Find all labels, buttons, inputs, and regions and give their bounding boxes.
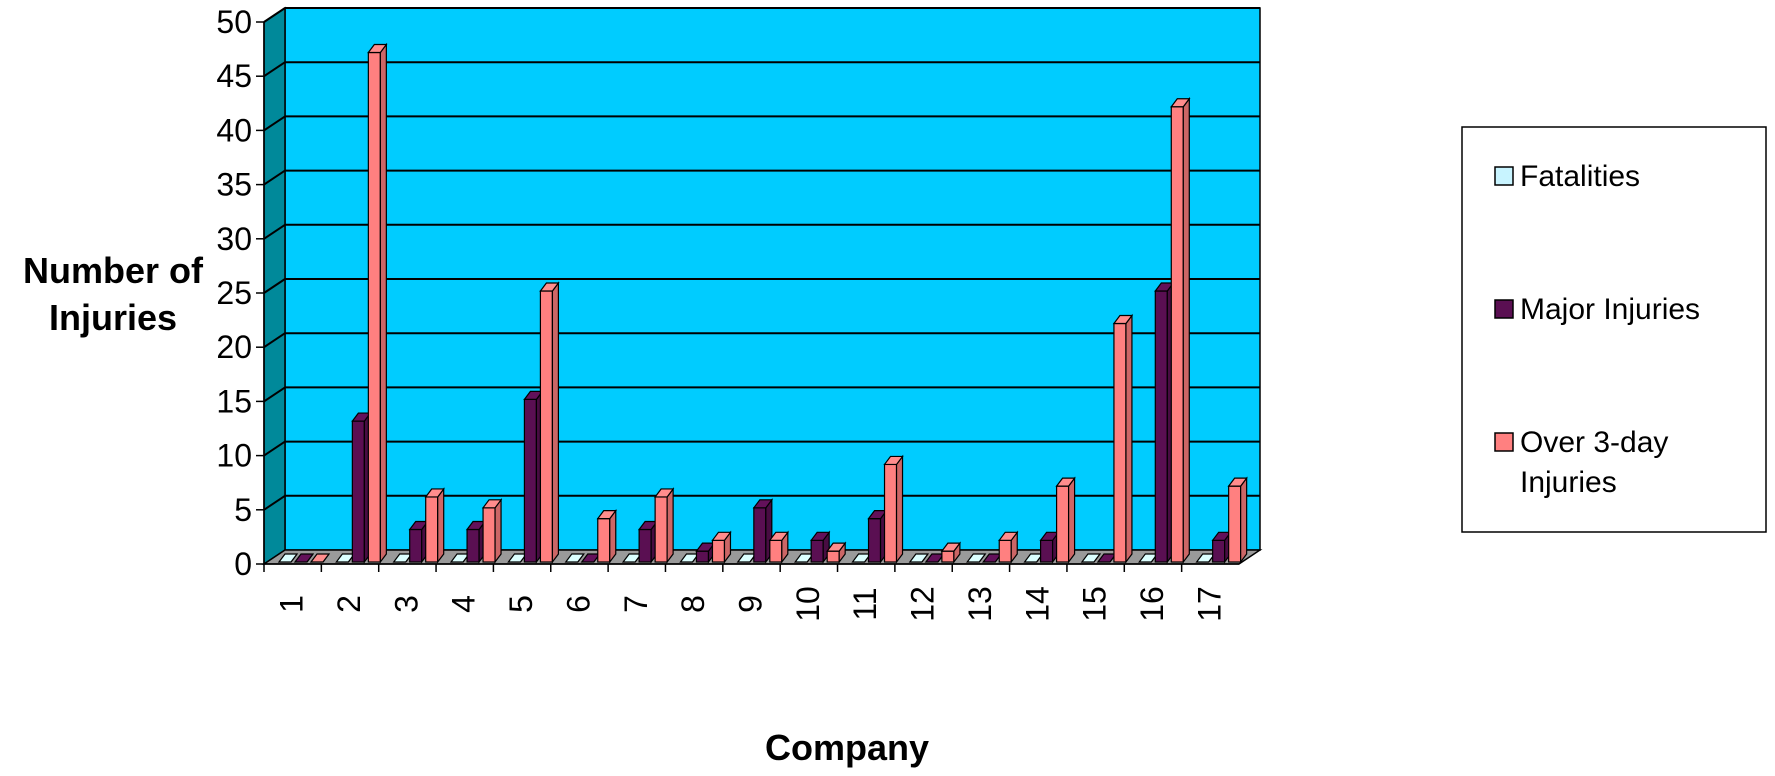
- x-tick-label-3: 3: [388, 595, 424, 613]
- x-tick-label-12: 12: [905, 586, 941, 622]
- bar-over-3-day-injuries-15: [1114, 316, 1132, 562]
- x-tick-label-16: 16: [1134, 586, 1170, 622]
- y-tick-label-15: 15: [216, 383, 252, 419]
- legend-swatch-over-3-day-injuries: [1495, 433, 1513, 451]
- x-tick-label-17: 17: [1191, 586, 1227, 622]
- y-tick-label-50: 50: [216, 4, 252, 40]
- x-tick-label-13: 13: [962, 586, 998, 622]
- bar-over-3-day-injuries-4: [483, 500, 501, 562]
- x-tick-label-11: 11: [847, 587, 883, 620]
- legend-label-over-3-day-injuries-line-2: Injuries: [1520, 466, 1617, 499]
- bar-over-3-day-injuries-7: [655, 489, 673, 562]
- x-tick-label-4: 4: [446, 595, 482, 613]
- y-axis-title-line-2: Injuries: [49, 297, 177, 338]
- x-tick-label-2: 2: [331, 595, 367, 613]
- y-axis-title-line-1: Number of: [23, 250, 204, 291]
- bar-over-3-day-injuries-17: [1229, 478, 1247, 562]
- x-axis-ticks: 1 2 3 4 5 6 7 8 9 10 11 12 13 14 15 16 17: [264, 564, 1239, 622]
- x-tick-label-10: 10: [790, 586, 826, 622]
- plot-walls: [264, 8, 1260, 564]
- bar-major-injuries-17: [1213, 532, 1231, 562]
- bar-over-3-day-injuries-3: [426, 489, 444, 562]
- legend-swatch-fatalities: [1495, 167, 1513, 185]
- x-tick-label-9: 9: [733, 595, 769, 613]
- legend-label-major-injuries: Major Injuries: [1520, 293, 1700, 326]
- y-tick-label-20: 20: [216, 329, 252, 365]
- y-tick-label-5: 5: [234, 492, 252, 528]
- bar-major-injuries-4: [467, 521, 485, 562]
- bar-major-injuries-11: [869, 511, 887, 562]
- bar-over-3-day-injuries-11: [885, 456, 903, 562]
- x-tick-label-14: 14: [1019, 586, 1055, 622]
- x-tick-label-7: 7: [618, 595, 654, 613]
- x-axis-title: Company: [765, 727, 929, 768]
- bar-over-3-day-injuries-8: [712, 532, 730, 562]
- x-tick-label-8: 8: [675, 595, 711, 613]
- bar-over-3-day-injuries-2: [368, 45, 386, 562]
- legend-label-over-3-day-injuries-line-1: Over 3-day: [1520, 426, 1668, 459]
- y-tick-label-0: 0: [234, 546, 252, 582]
- bar-major-injuries-16: [1155, 283, 1173, 562]
- bar-major-injuries-9: [754, 500, 772, 562]
- legend-swatch-major-injuries: [1495, 300, 1513, 318]
- y-tick-label-35: 35: [216, 167, 252, 203]
- bar-over-3-day-injuries-16: [1171, 99, 1189, 562]
- bar-over-3-day-injuries-6: [598, 511, 616, 562]
- bar-over-3-day-injuries-9: [770, 532, 788, 562]
- y-tick-label-30: 30: [216, 221, 252, 257]
- x-tick-label-1: 1: [274, 595, 310, 613]
- bar-over-3-day-injuries-13: [999, 532, 1017, 562]
- y-tick-label-10: 10: [216, 438, 252, 474]
- legend-label-fatalities: Fatalities: [1520, 160, 1640, 193]
- y-axis-ticks: 0 5 10 15 20 25 30 35 40 45 50: [216, 4, 264, 582]
- legend: Fatalities Major Injuries Over 3-day Inj…: [1462, 127, 1766, 532]
- x-tick-label-5: 5: [503, 595, 539, 613]
- bar-major-injuries-2: [352, 413, 370, 562]
- y-tick-label-40: 40: [216, 112, 252, 148]
- bar-major-injuries-3: [410, 521, 428, 562]
- bar-major-injuries-10: [811, 532, 829, 562]
- bar-over-3-day-injuries-5: [540, 283, 558, 562]
- bar-major-injuries-14: [1041, 532, 1059, 562]
- x-tick-label-15: 15: [1077, 586, 1113, 622]
- y-tick-label-45: 45: [216, 58, 252, 94]
- bar-major-injuries-7: [639, 521, 657, 562]
- bar-over-3-day-injuries-14: [1057, 478, 1075, 562]
- x-tick-label-6: 6: [560, 595, 596, 613]
- y-tick-label-25: 25: [216, 275, 252, 311]
- bar-major-injuries-5: [524, 391, 542, 562]
